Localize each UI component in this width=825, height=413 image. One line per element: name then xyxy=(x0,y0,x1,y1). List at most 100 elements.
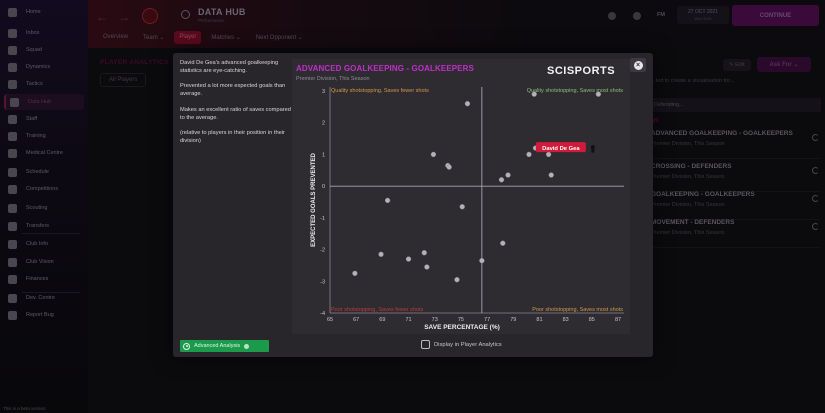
data-point[interactable] xyxy=(595,91,602,97)
squad-icon xyxy=(8,45,17,55)
player-marker-icon[interactable] xyxy=(590,145,595,150)
category-select[interactable]: Defending... xyxy=(651,98,821,112)
list-item[interactable]: GOALKEEPING - GOALKEEPERS Premier Divisi… xyxy=(651,187,821,220)
data-point[interactable] xyxy=(424,264,430,270)
sidebar-item-dev-centre[interactable]: Dev. Centre xyxy=(4,290,84,306)
continue-button[interactable]: CONTINUE xyxy=(732,5,819,26)
transfers-icon xyxy=(8,221,17,231)
list-item-subtitle: Premier Division, This Season xyxy=(651,202,725,208)
sidebar-item-transfers[interactable]: Transfers xyxy=(4,218,84,234)
ask-for-button[interactable]: Ask For ⌄ xyxy=(757,57,811,72)
data-point[interactable] xyxy=(430,151,437,158)
home-icon xyxy=(8,7,17,17)
sidebar-item-squad[interactable]: Squad xyxy=(4,42,84,58)
display-in-player-analytics-checkbox[interactable]: Display in Player Analytics xyxy=(421,340,502,349)
all-players-filter[interactable]: All Players xyxy=(100,73,147,87)
sidebar-item-label: Training xyxy=(26,133,46,139)
search-icon[interactable] xyxy=(181,10,190,19)
data-point[interactable] xyxy=(526,151,532,158)
sidebar-item-training[interactable]: Training xyxy=(4,128,84,144)
sidebar-item-label: Dynamics xyxy=(26,64,51,70)
sidebar-item-club-vision[interactable]: Club Vision xyxy=(4,254,84,270)
data-point[interactable] xyxy=(384,197,391,204)
data-point[interactable] xyxy=(464,101,471,107)
section-title: PLAYER ANALYTICS xyxy=(100,59,169,66)
scatter-plot: 3 2 1 0 -1 -2 -3 -465 67 69 71 73 75 77 79 81 83 85 87 SAVE… xyxy=(311,87,624,331)
data-point[interactable] xyxy=(459,204,465,210)
staff-icon xyxy=(8,114,17,124)
sidebar-item-staff[interactable]: Staff xyxy=(4,111,84,127)
sidebar-item-finances[interactable]: Finances xyxy=(4,271,84,287)
list-item-title: GOALKEEPING - GOALKEEPERS xyxy=(651,191,755,198)
data-point[interactable] xyxy=(352,270,358,277)
checkbox-icon[interactable] xyxy=(421,340,430,349)
advanced-analysis-button[interactable]: Advanced Analysis xyxy=(180,340,269,352)
tab-player[interactable]: Player xyxy=(174,31,202,44)
sidebar-item-report-bug[interactable]: Report Bug xyxy=(4,307,84,323)
refresh-icon[interactable] xyxy=(812,167,819,174)
sidebar-item-data-hub[interactable]: Data Hub xyxy=(4,94,84,110)
refresh-icon[interactable] xyxy=(812,195,819,202)
sidebar-item-competitions[interactable]: Competitions xyxy=(4,181,84,197)
list-item[interactable]: MOVEMENT - DEFENDERS Premier Division, T… xyxy=(651,215,821,248)
sidebar-item-inbox[interactable]: Inbox xyxy=(4,25,84,41)
data-point[interactable] xyxy=(548,172,554,178)
club-badge-icon[interactable] xyxy=(142,8,158,24)
insight-paragraph: (relative to players in their position i… xyxy=(180,130,285,144)
quadrant-label-top-right: Quality shotstopping, Saves most shots xyxy=(527,88,624,94)
y-tick-label: -3 xyxy=(320,279,325,285)
list-item[interactable]: ADVANCED GOALKEEPING - GOALKEEPERS Premi… xyxy=(651,126,821,159)
data-point[interactable] xyxy=(479,258,485,264)
x-tick-label: 85 xyxy=(589,317,595,323)
insight-text: David De Gea's advanced goalkeeping stat… xyxy=(180,60,292,154)
back-arrow-icon[interactable]: ← xyxy=(96,10,108,24)
sidebar-item-club-info[interactable]: Club Info xyxy=(4,236,84,252)
date-display[interactable]: 27 OCT 2021 Wed 5:00 xyxy=(677,6,729,24)
sidebar-item-scouting[interactable]: Scouting xyxy=(4,200,84,216)
data-point[interactable] xyxy=(405,256,412,262)
insight-paragraph: Makes an excellent ratio of saves compar… xyxy=(180,106,291,121)
data-point[interactable] xyxy=(545,151,552,158)
analysis-modal: David De Gea's advanced goalkeeping stat… xyxy=(173,53,653,357)
edit-button[interactable]: ✎ Edit xyxy=(723,59,751,71)
data-point[interactable] xyxy=(531,91,537,97)
x-tick-label: 69 xyxy=(379,317,385,323)
data-point[interactable] xyxy=(421,250,427,256)
data-point[interactable] xyxy=(446,164,452,170)
tab-team[interactable]: Team ⌄ xyxy=(143,35,165,41)
list-item[interactable]: CROSSING - DEFENDERS Premier Division, T… xyxy=(651,159,821,192)
tactics-icon xyxy=(8,79,17,89)
quadrant-label-bottom-right: Poor shotstopping, Saves most shots xyxy=(532,307,623,313)
page-title: DATA HUB xyxy=(198,7,246,17)
club-vision-icon xyxy=(8,257,17,267)
data-point[interactable] xyxy=(498,177,505,183)
tab-next-opponent[interactable]: Next Opponent ⌄ xyxy=(255,35,303,41)
y-tick-label: -4 xyxy=(320,311,325,317)
notifications-icon[interactable] xyxy=(608,12,616,20)
sidebar-item-label: Inbox xyxy=(26,30,40,36)
x-tick-label: 77 xyxy=(484,317,490,323)
sidebar-item-tactics[interactable]: Tactics xyxy=(4,76,84,92)
refresh-icon[interactable] xyxy=(812,223,819,230)
sidebar-item-medical-centre[interactable]: Medical Centre xyxy=(4,145,84,161)
tab-matches[interactable]: Matches ⌄ xyxy=(211,35,241,41)
forward-arrow-icon[interactable]: → xyxy=(118,10,130,24)
data-point[interactable] xyxy=(378,251,384,257)
beta-notice: This is a beta version xyxy=(3,406,46,411)
list-item-title: MOVEMENT - DEFENDERS xyxy=(651,219,735,226)
data-point[interactable] xyxy=(505,172,511,178)
sidebar-item-home[interactable]: Home xyxy=(4,4,84,20)
data-point[interactable] xyxy=(500,240,506,246)
help-icon[interactable] xyxy=(633,12,641,20)
close-button[interactable]: × xyxy=(630,58,646,72)
medical-icon xyxy=(8,148,17,158)
chart-subtitle: Premier Division, This Season xyxy=(296,76,370,82)
tab-bar: Overview Team ⌄ Player Matches ⌄ Next Op… xyxy=(98,31,308,44)
tab-overview[interactable]: Overview xyxy=(103,34,129,40)
refresh-icon[interactable] xyxy=(812,134,819,141)
sidebar-item-schedule[interactable]: Schedule xyxy=(4,164,84,180)
insight-paragraph: Prevented a lot more expected goals than… xyxy=(180,83,286,98)
fm-menu[interactable]: FM xyxy=(657,12,665,18)
data-point[interactable] xyxy=(454,277,460,283)
sidebar-item-dynamics[interactable]: Dynamics xyxy=(4,59,84,75)
